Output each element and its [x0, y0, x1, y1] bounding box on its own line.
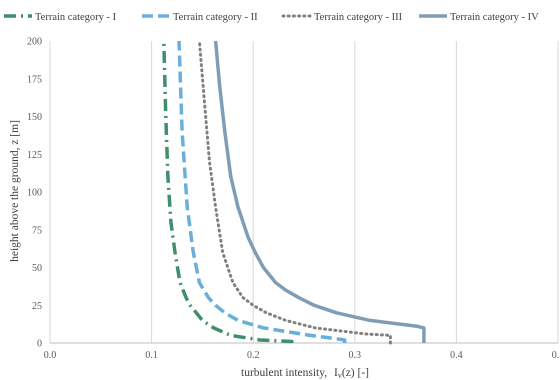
x-axis-ticks: 0.0 0.1 0.2 0.3 0.4 0.5: [44, 350, 560, 361]
y-axis-ticks: 0 25 50 75 100 125 150 175 200: [27, 37, 42, 350]
legend-label-4: Terrain category - IV: [450, 12, 539, 23]
legend-item-4: Terrain category - IV: [419, 12, 539, 23]
x-tick-label-1: 0.1: [145, 350, 158, 361]
y-tick-label-6: 150: [27, 112, 42, 123]
x-tick-label-2: 0.2: [247, 350, 260, 361]
x-axis-title-subscript: v: [338, 371, 342, 380]
series-line-3: [197, 39, 392, 345]
legend-label-1: Terrain category - I: [35, 12, 117, 23]
legend-label-2: Terrain category - II: [173, 12, 258, 23]
x-axis-title: turbulent intensity, Iv(z) [-]: [241, 367, 369, 380]
y-tick-label-8: 200: [27, 37, 42, 48]
series-line-1: [162, 40, 294, 344]
y-tick-label-1: 25: [32, 301, 42, 312]
x-axis-title-tail: (z) [-]: [342, 367, 369, 379]
x-tick-label-3: 0.3: [349, 350, 362, 361]
y-tick-label-5: 125: [27, 150, 42, 161]
series-layer: [162, 39, 426, 345]
y-tick-label-3: 75: [32, 225, 42, 236]
y-tick-label-7: 175: [27, 74, 42, 85]
legend-item-3: Terrain category - III: [281, 12, 403, 23]
grid-lines: [49, 41, 559, 344]
legend-item-1: Terrain category - I: [4, 12, 117, 23]
y-tick-label-4: 100: [27, 188, 42, 199]
legend: Terrain category - I Terrain category - I…: [4, 12, 539, 23]
y-axis-title: height above the ground, z [m]: [9, 120, 21, 262]
x-axis-title-text: turbulent intensity,: [241, 367, 327, 379]
legend-label-3: Terrain category - III: [314, 12, 403, 23]
y-tick-label-2: 50: [32, 263, 42, 274]
x-tick-label-4: 0.4: [450, 350, 463, 361]
series-line-4: [213, 40, 426, 343]
x-tick-label-5: 0.5: [552, 350, 560, 361]
x-tick-label-0: 0.0: [44, 350, 57, 361]
x-axis-title-symbol: I: [334, 367, 338, 379]
legend-item-2: Terrain category - II: [142, 12, 258, 23]
y-tick-label-0: 0: [37, 339, 42, 350]
series-line-2: [177, 40, 347, 343]
